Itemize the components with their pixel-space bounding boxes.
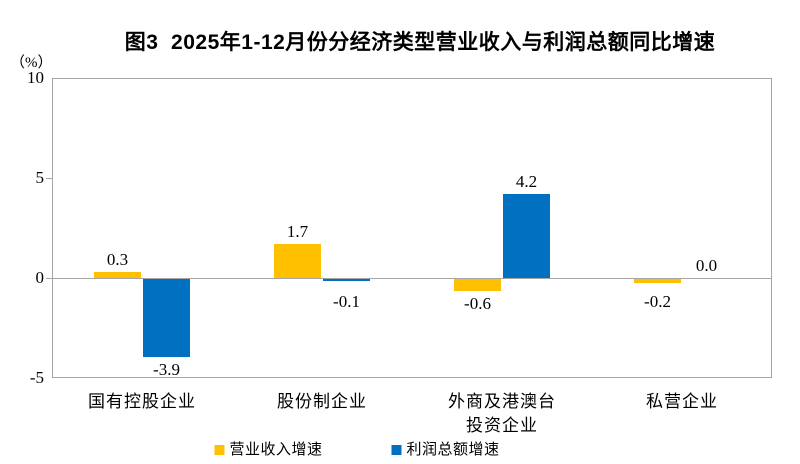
bar-series0-cat1 (274, 244, 321, 278)
value-label-series1-cat0: -3.9 (153, 360, 180, 379)
bar-series0-cat2 (454, 279, 501, 291)
legend-swatch-icon-0 (214, 445, 225, 455)
y-axis-tick-label-10: 10 (27, 68, 44, 87)
y-axis-tick-label-5: 5 (35, 168, 45, 187)
x-axis-category-label-2: 外商及港澳台 投资企业 (448, 392, 556, 435)
legend-swatch-icon-1 (391, 445, 402, 455)
x-axis-category-label-3: 私营企业 (646, 392, 718, 411)
bar-series1-cat0 (143, 279, 190, 357)
legend-label-1: 利润总额增速 (406, 441, 500, 458)
legend-label-0: 营业收入增速 (229, 441, 323, 458)
bar-series1-cat2 (503, 194, 550, 278)
legend-item-0: 营业收入增速 (214, 441, 322, 459)
value-label-series0-cat0: 0.3 (106, 250, 129, 269)
y-axis-tick-label-0: 0 (35, 268, 45, 287)
value-label-series0-cat2: -0.6 (464, 294, 491, 313)
x-axis-category-label-0: 国有控股企业 (88, 392, 196, 411)
bar-series1-cat1 (323, 279, 370, 281)
value-label-series0-cat3: -0.2 (644, 292, 671, 311)
legend-item-1: 利润总额增速 (391, 441, 500, 459)
chart-title: 图3 2025年1-12月份分经济类型营业收入与利润总额同比增速 (124, 31, 716, 54)
value-label-series1-cat1: -0.1 (333, 292, 360, 311)
y-axis-tickmark-5 (46, 178, 52, 179)
zero-gridline (46, 278, 772, 279)
y-axis-tick-label--5: -5 (29, 368, 44, 387)
legend: 营业收入增速 利润总额增速 (214, 441, 499, 459)
x-axis-category-label-1: 股份制企业 (277, 392, 367, 411)
value-label-series1-cat2: 4.2 (515, 172, 538, 191)
bar-series0-cat3 (634, 279, 681, 283)
value-label-series1-cat3: 0.0 (695, 256, 718, 275)
y-axis-unit-label: （%） (10, 55, 53, 71)
value-label-series0-cat1: 1.7 (286, 222, 309, 241)
bar-series0-cat0 (94, 272, 141, 278)
